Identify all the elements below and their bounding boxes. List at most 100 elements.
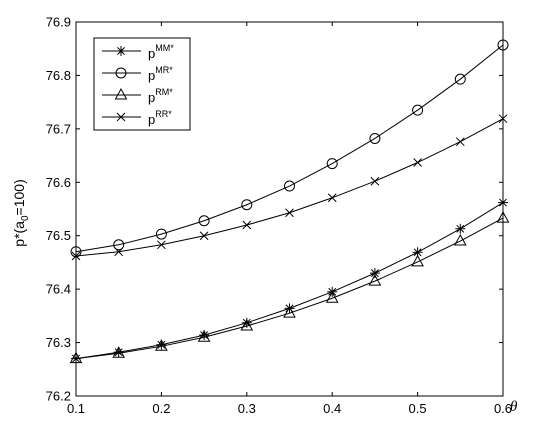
asterisk-stroke <box>370 269 379 278</box>
legend-label-sup: RR* <box>155 109 172 119</box>
series-layer <box>69 39 510 364</box>
data-point-asterisk-marker <box>498 197 508 208</box>
legend-entry: pMR* <box>102 65 173 83</box>
data-point-triangle-marker <box>411 254 424 267</box>
data-point-circle-marker <box>284 180 295 192</box>
data-point-triangle-marker <box>197 330 211 342</box>
legend-label: pMR* <box>148 65 173 83</box>
legend-label: pRR* <box>148 109 172 127</box>
data-point-x-marker <box>116 112 126 122</box>
legend-label-sup: MR* <box>155 65 173 75</box>
x-marker-stroke <box>242 220 252 230</box>
data-point-x-marker <box>413 158 422 167</box>
legend-label: pMM* <box>148 43 174 61</box>
data-point-x-marker <box>242 220 252 230</box>
legend-label-base: p <box>148 112 155 127</box>
x-tick-label: 0.2 <box>152 401 170 416</box>
data-point-triangle-marker <box>453 234 467 246</box>
data-point-x-marker <box>327 193 337 203</box>
x-tick-label: 0.5 <box>409 401 427 416</box>
y-axis-label-tail: =100) <box>11 179 27 215</box>
data-point-asterisk-marker <box>369 268 380 279</box>
data-point-x-marker <box>370 176 380 186</box>
y-tick-label: 76.4 <box>46 282 71 297</box>
y-tick-label: 76.8 <box>46 68 71 83</box>
y-tick-label: 76.6 <box>46 175 71 190</box>
data-point-x-marker <box>71 251 81 261</box>
y-axis-label-sub: 0 <box>20 215 31 221</box>
series-mr <box>70 39 509 258</box>
series-line <box>75 202 504 360</box>
x-tick-label: 0.3 <box>238 401 256 416</box>
asterisk-stroke <box>114 348 123 357</box>
asterisk-stroke <box>456 224 465 233</box>
x-marker-stroke <box>116 112 126 122</box>
data-point-circle-marker <box>113 239 125 251</box>
legend-box <box>93 37 191 131</box>
axis-ticks: 0.1 0.2 0.3 0.4 0.5 0.6 76.2 76.3 76.4 76.5 76.6 76… <box>46 15 512 417</box>
data-point-circle-marker <box>198 215 210 227</box>
axes-frame <box>75 21 504 397</box>
y-axis-label: p*(a0=100) <box>11 179 31 246</box>
x-marker-stroke <box>327 193 337 203</box>
data-point-asterisk-marker <box>113 347 124 358</box>
legend-label-base: p <box>148 46 155 61</box>
data-point-triangle-marker <box>112 346 126 358</box>
data-point-triangle-marker <box>240 318 254 331</box>
data-point-triangle-marker <box>496 211 510 223</box>
x-axis-label: θ <box>510 399 518 415</box>
data-point-circle-marker <box>70 246 82 258</box>
plot-area-border <box>75 21 504 397</box>
legend-label: pRM* <box>148 87 173 105</box>
data-point-circle-marker <box>326 158 338 170</box>
y-axis-label-main: p*(a <box>11 221 27 247</box>
data-point-triangle-marker <box>325 291 339 303</box>
series-mm <box>71 197 508 364</box>
data-point-triangle-marker <box>155 339 168 351</box>
x-marker-stroke <box>498 114 508 124</box>
x-marker-stroke <box>285 208 294 218</box>
legend-entry: pMM* <box>102 43 174 61</box>
data-point-triangle-marker <box>283 306 296 318</box>
data-point-triangle-marker <box>368 274 382 286</box>
asterisk-stroke <box>117 47 125 55</box>
data-point-x-marker <box>157 240 166 250</box>
data-point-circle-marker <box>454 73 466 85</box>
series-rm <box>69 211 510 364</box>
data-point-triangle-marker <box>114 87 128 100</box>
y-tick-label: 76.5 <box>46 228 71 243</box>
data-point-asterisk-marker <box>455 223 466 234</box>
asterisk-stroke <box>499 198 507 207</box>
legend-label-base: p <box>148 90 155 105</box>
data-point-asterisk-marker <box>116 46 126 56</box>
x-marker-stroke <box>114 247 124 257</box>
series-rr <box>71 114 508 261</box>
data-point-circle-marker <box>241 199 253 211</box>
x-tick-label: 0.6 <box>494 401 512 416</box>
data-point-x-marker <box>455 137 465 147</box>
y-tick-label: 76.9 <box>46 15 71 30</box>
series-line <box>75 44 504 253</box>
legend: pMM*pMR*pRM*pRR* <box>93 37 191 131</box>
x-marker-stroke <box>413 158 422 167</box>
data-point-x-marker <box>285 208 294 218</box>
data-point-x-marker <box>498 114 508 124</box>
asterisk-stroke <box>413 248 422 257</box>
data-point-circle-marker <box>497 39 509 51</box>
x-marker-stroke <box>455 137 465 147</box>
x-marker-stroke <box>199 231 209 241</box>
x-tick-label: 0.4 <box>323 401 341 416</box>
data-point-x-marker <box>114 247 124 257</box>
x-marker-stroke <box>71 251 81 261</box>
series-line <box>75 118 504 257</box>
data-point-circle-marker <box>369 132 381 144</box>
series-line <box>75 217 504 360</box>
y-tick-label: 76.3 <box>46 335 71 350</box>
data-point-circle-marker <box>115 67 127 79</box>
legend-entry: pRR* <box>102 109 172 127</box>
y-tick-label: 76.2 <box>46 389 71 404</box>
data-point-circle-marker <box>155 228 167 240</box>
data-point-x-marker <box>199 231 209 241</box>
legend-label-sup: MM* <box>155 43 174 53</box>
